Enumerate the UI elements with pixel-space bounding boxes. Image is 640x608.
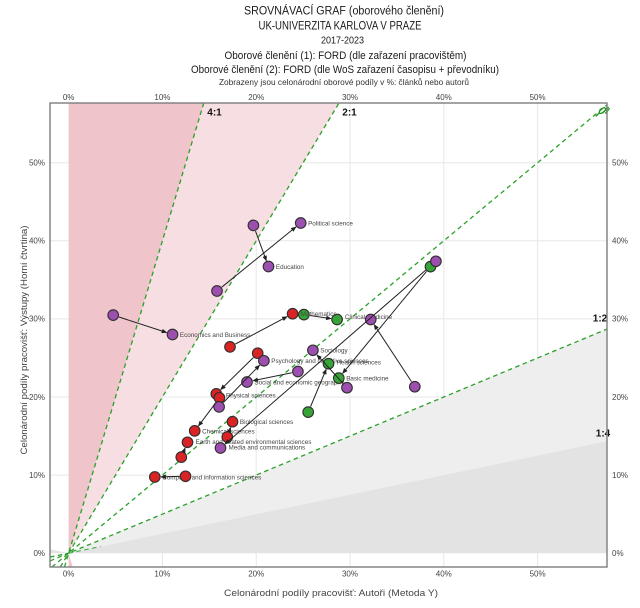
svg-text:Computer and information scien: Computer and information sciences: [162, 474, 261, 481]
svg-text:Physical sciences: Physical sciences: [226, 392, 276, 399]
svg-text:30%: 30%: [612, 315, 628, 324]
svg-text:40%: 40%: [612, 237, 628, 246]
svg-text:1:4: 1:4: [596, 429, 611, 440]
svg-text:Basic medicine: Basic medicine: [346, 376, 389, 383]
svg-text:30%: 30%: [342, 93, 358, 102]
svg-text:Social and economic geography: Social and economic geography: [254, 379, 344, 386]
svg-text:Mathematics: Mathematics: [301, 311, 337, 318]
svg-text:Sociology: Sociology: [320, 348, 348, 355]
svg-text:0%: 0%: [612, 549, 624, 558]
svg-text:SROVNÁVACÍ GRAF (oborového čle: SROVNÁVACÍ GRAF (oborového členění): [244, 5, 444, 18]
svg-text:20%: 20%: [248, 93, 264, 102]
svg-text:Earth and related environmenta: Earth and related environmental sciences: [196, 439, 312, 446]
svg-text:Oborové členění (1): FORD (dle: Oborové členění (1): FORD (dle zařazení …: [225, 50, 467, 62]
svg-text:Biological sciences: Biological sciences: [240, 419, 293, 426]
svg-text:20%: 20%: [248, 570, 264, 579]
svg-text:UK-UNIVERZITA KARLOVA V PRAZE: UK-UNIVERZITA KARLOVA V PRAZE: [259, 21, 422, 33]
svg-text:50%: 50%: [612, 159, 628, 168]
svg-text:Education: Education: [276, 264, 305, 271]
svg-text:Celonárodní podíly pracovišť:: Celonárodní podíly pracovišť: Autoři (Me…: [224, 588, 438, 599]
svg-text:30%: 30%: [29, 315, 45, 324]
svg-text:10%: 10%: [154, 93, 170, 102]
svg-text:20%: 20%: [612, 393, 628, 402]
svg-text:Zobrazeny jsou celonárodní obo: Zobrazeny jsou celonárodní oborové podíl…: [219, 77, 469, 87]
svg-text:2:1: 2:1: [342, 108, 357, 119]
svg-text:0%: 0%: [63, 93, 75, 102]
svg-text:4:1: 4:1: [207, 108, 222, 119]
svg-text:50%: 50%: [530, 93, 546, 102]
svg-text:30%: 30%: [342, 570, 358, 579]
svg-text:40%: 40%: [29, 237, 45, 246]
svg-text:50%: 50%: [29, 159, 45, 168]
svg-text:1:2: 1:2: [593, 314, 608, 325]
svg-text:Oborové členění (2): FORD (dle: Oborové členění (2): FORD (dle WoS zařaz…: [191, 64, 499, 76]
svg-text:Health sciences: Health sciences: [337, 360, 381, 367]
svg-text:50%: 50%: [530, 570, 546, 579]
svg-text:2017-2023: 2017-2023: [321, 35, 364, 47]
svg-text:10%: 10%: [154, 570, 170, 579]
svg-text:0%: 0%: [33, 549, 45, 558]
svg-text:Celonárodní podíly pracovišť:: Celonárodní podíly pracovišť: Výstupy (H…: [19, 226, 30, 455]
svg-text:Economics and Business: Economics and Business: [180, 332, 250, 339]
svg-text:0%: 0%: [63, 570, 75, 579]
svg-text:40%: 40%: [436, 570, 452, 579]
svg-text:10%: 10%: [29, 471, 45, 480]
svg-text:20%: 20%: [29, 393, 45, 402]
svg-text:10%: 10%: [612, 471, 628, 480]
svg-text:Media and communications: Media and communications: [229, 444, 306, 451]
svg-text:Political science: Political science: [308, 220, 353, 227]
svg-text:40%: 40%: [436, 93, 452, 102]
